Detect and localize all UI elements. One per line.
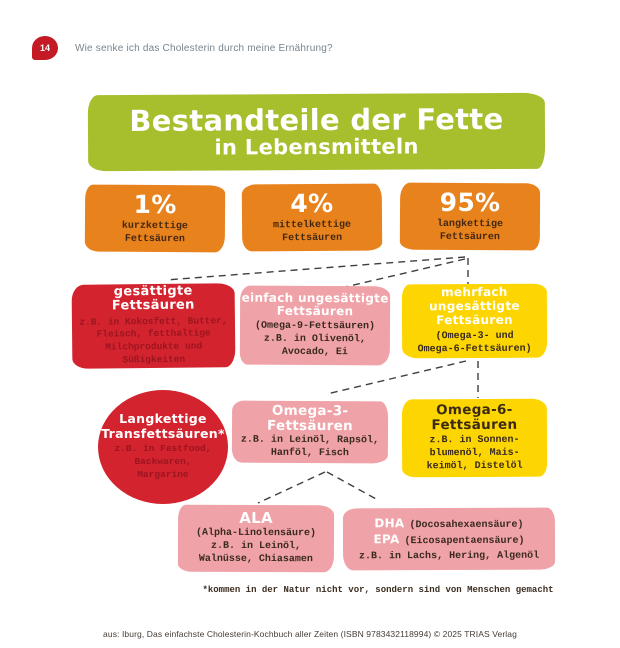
title-banner: Bestandteile der Fette in Lebensmitteln [87, 92, 546, 172]
chapter-question: Wie senke ich das Cholesterin durch mein… [75, 43, 333, 54]
title-line1: Bestandteile der Fette [129, 102, 504, 139]
block-saturated-fats: gesättigte Fettsäuren z.B. in Kokosfett,… [71, 283, 236, 369]
epa-row: EPA (Eicosapentaensäure) [373, 532, 524, 549]
page-number-badge: 14 [32, 36, 58, 60]
page-number: 14 [39, 43, 50, 53]
connector-poly-to-omega3 [326, 360, 467, 395]
short-chain-percent: 1% [133, 189, 177, 219]
block-long-chain: 95% langkettige Fettsäuren [399, 182, 541, 251]
trans-fats-body: z.B. in Fastfood, Backwaren, Margarine [114, 443, 212, 480]
epa-name: (Eicosapentaensäure) [404, 535, 525, 548]
omega3-title: Omega-3-Fettsäuren [267, 403, 354, 434]
trans-fats-title: Langkettige Transfettsäuren* [101, 411, 225, 441]
block-omega3: Omega-3-Fettsäuren z.B. in Leinöl, Rapsö… [231, 400, 389, 464]
poly-unsaturated-body: (Omega-3- und Omega-6-Fettsäuren) [417, 330, 532, 355]
source-caption: aus: Iburg, Das einfachste Cholesterin-K… [103, 629, 517, 639]
block-medium-chain: 4% mittelkettige Fettsäuren [241, 183, 383, 252]
long-chain-percent: 95% [439, 187, 501, 217]
mono-unsaturated-body: (Omega-9-Fettsäuren) z.B. in Olivenöl, A… [254, 320, 376, 359]
block-dha-epa: DHA (Docosahexaensäure) EPA (Eicosapenta… [342, 507, 556, 571]
medium-chain-percent: 4% [290, 188, 334, 218]
connector-omega3-to-ala [257, 471, 326, 504]
ala-title: ALA [239, 508, 273, 528]
poly-unsaturated-title: mehrfach ungesättigte Fettsäuren [429, 285, 520, 328]
block-trans-fats: Langkettige Transfettsäuren* z.B. in Fas… [98, 390, 228, 504]
block-mono-unsaturated-fats: einfach ungesättigte Fettsäuren (Omega-9… [239, 285, 391, 366]
block-ala: ALA (Alpha-Linolensäure) z.B. in Leinöl,… [177, 504, 335, 573]
dha-epa-body: z.B. in Lachs, Hering, Algenöl [359, 550, 540, 562]
connector-omega3-to-dha-epa [326, 471, 379, 501]
dha-row: DHA (Docosahexaensäure) [374, 515, 523, 532]
title-line2: in Lebensmitteln [214, 134, 419, 160]
epa-abbr: EPA [373, 532, 400, 547]
saturated-body: z.B. in Kokosfett, Butter, Fleisch, fett… [79, 314, 228, 366]
long-chain-label: langkettige Fettsäuren [436, 218, 503, 243]
block-short-chain: 1% kurzkettige Fettsäuren [84, 184, 226, 253]
dha-abbr: DHA [374, 515, 405, 530]
omega6-body: z.B. in Sonnen- blumenöl, Mais- keimöl, … [426, 434, 523, 472]
short-chain-label: kurzkettige Fettsäuren [121, 220, 188, 245]
omega6-title: Omega-6-Fettsäuren [431, 402, 518, 433]
footnote: *kommen in der Natur nicht vor, sondern … [202, 585, 554, 595]
omega3-body: z.B. in Leinöl, Rapsöl, Hanföl, Fisch [240, 434, 380, 459]
saturated-title: gesättigte Fettsäuren [111, 283, 195, 314]
medium-chain-label: mittelkettige Fettsäuren [272, 219, 352, 244]
block-omega6: Omega-6-Fettsäuren z.B. in Sonnen- blume… [401, 398, 548, 478]
ala-body: (Alpha-Linolensäure) z.B. in Leinöl, Wal… [195, 527, 317, 566]
mono-unsaturated-title: einfach ungesättigte Fettsäuren [241, 290, 389, 319]
connector-95-to-saturated [165, 256, 466, 281]
block-poly-unsaturated-fats: mehrfach ungesättigte Fettsäuren (Omega-… [401, 283, 548, 359]
dha-name: (Docosahexaensäure) [409, 519, 524, 531]
